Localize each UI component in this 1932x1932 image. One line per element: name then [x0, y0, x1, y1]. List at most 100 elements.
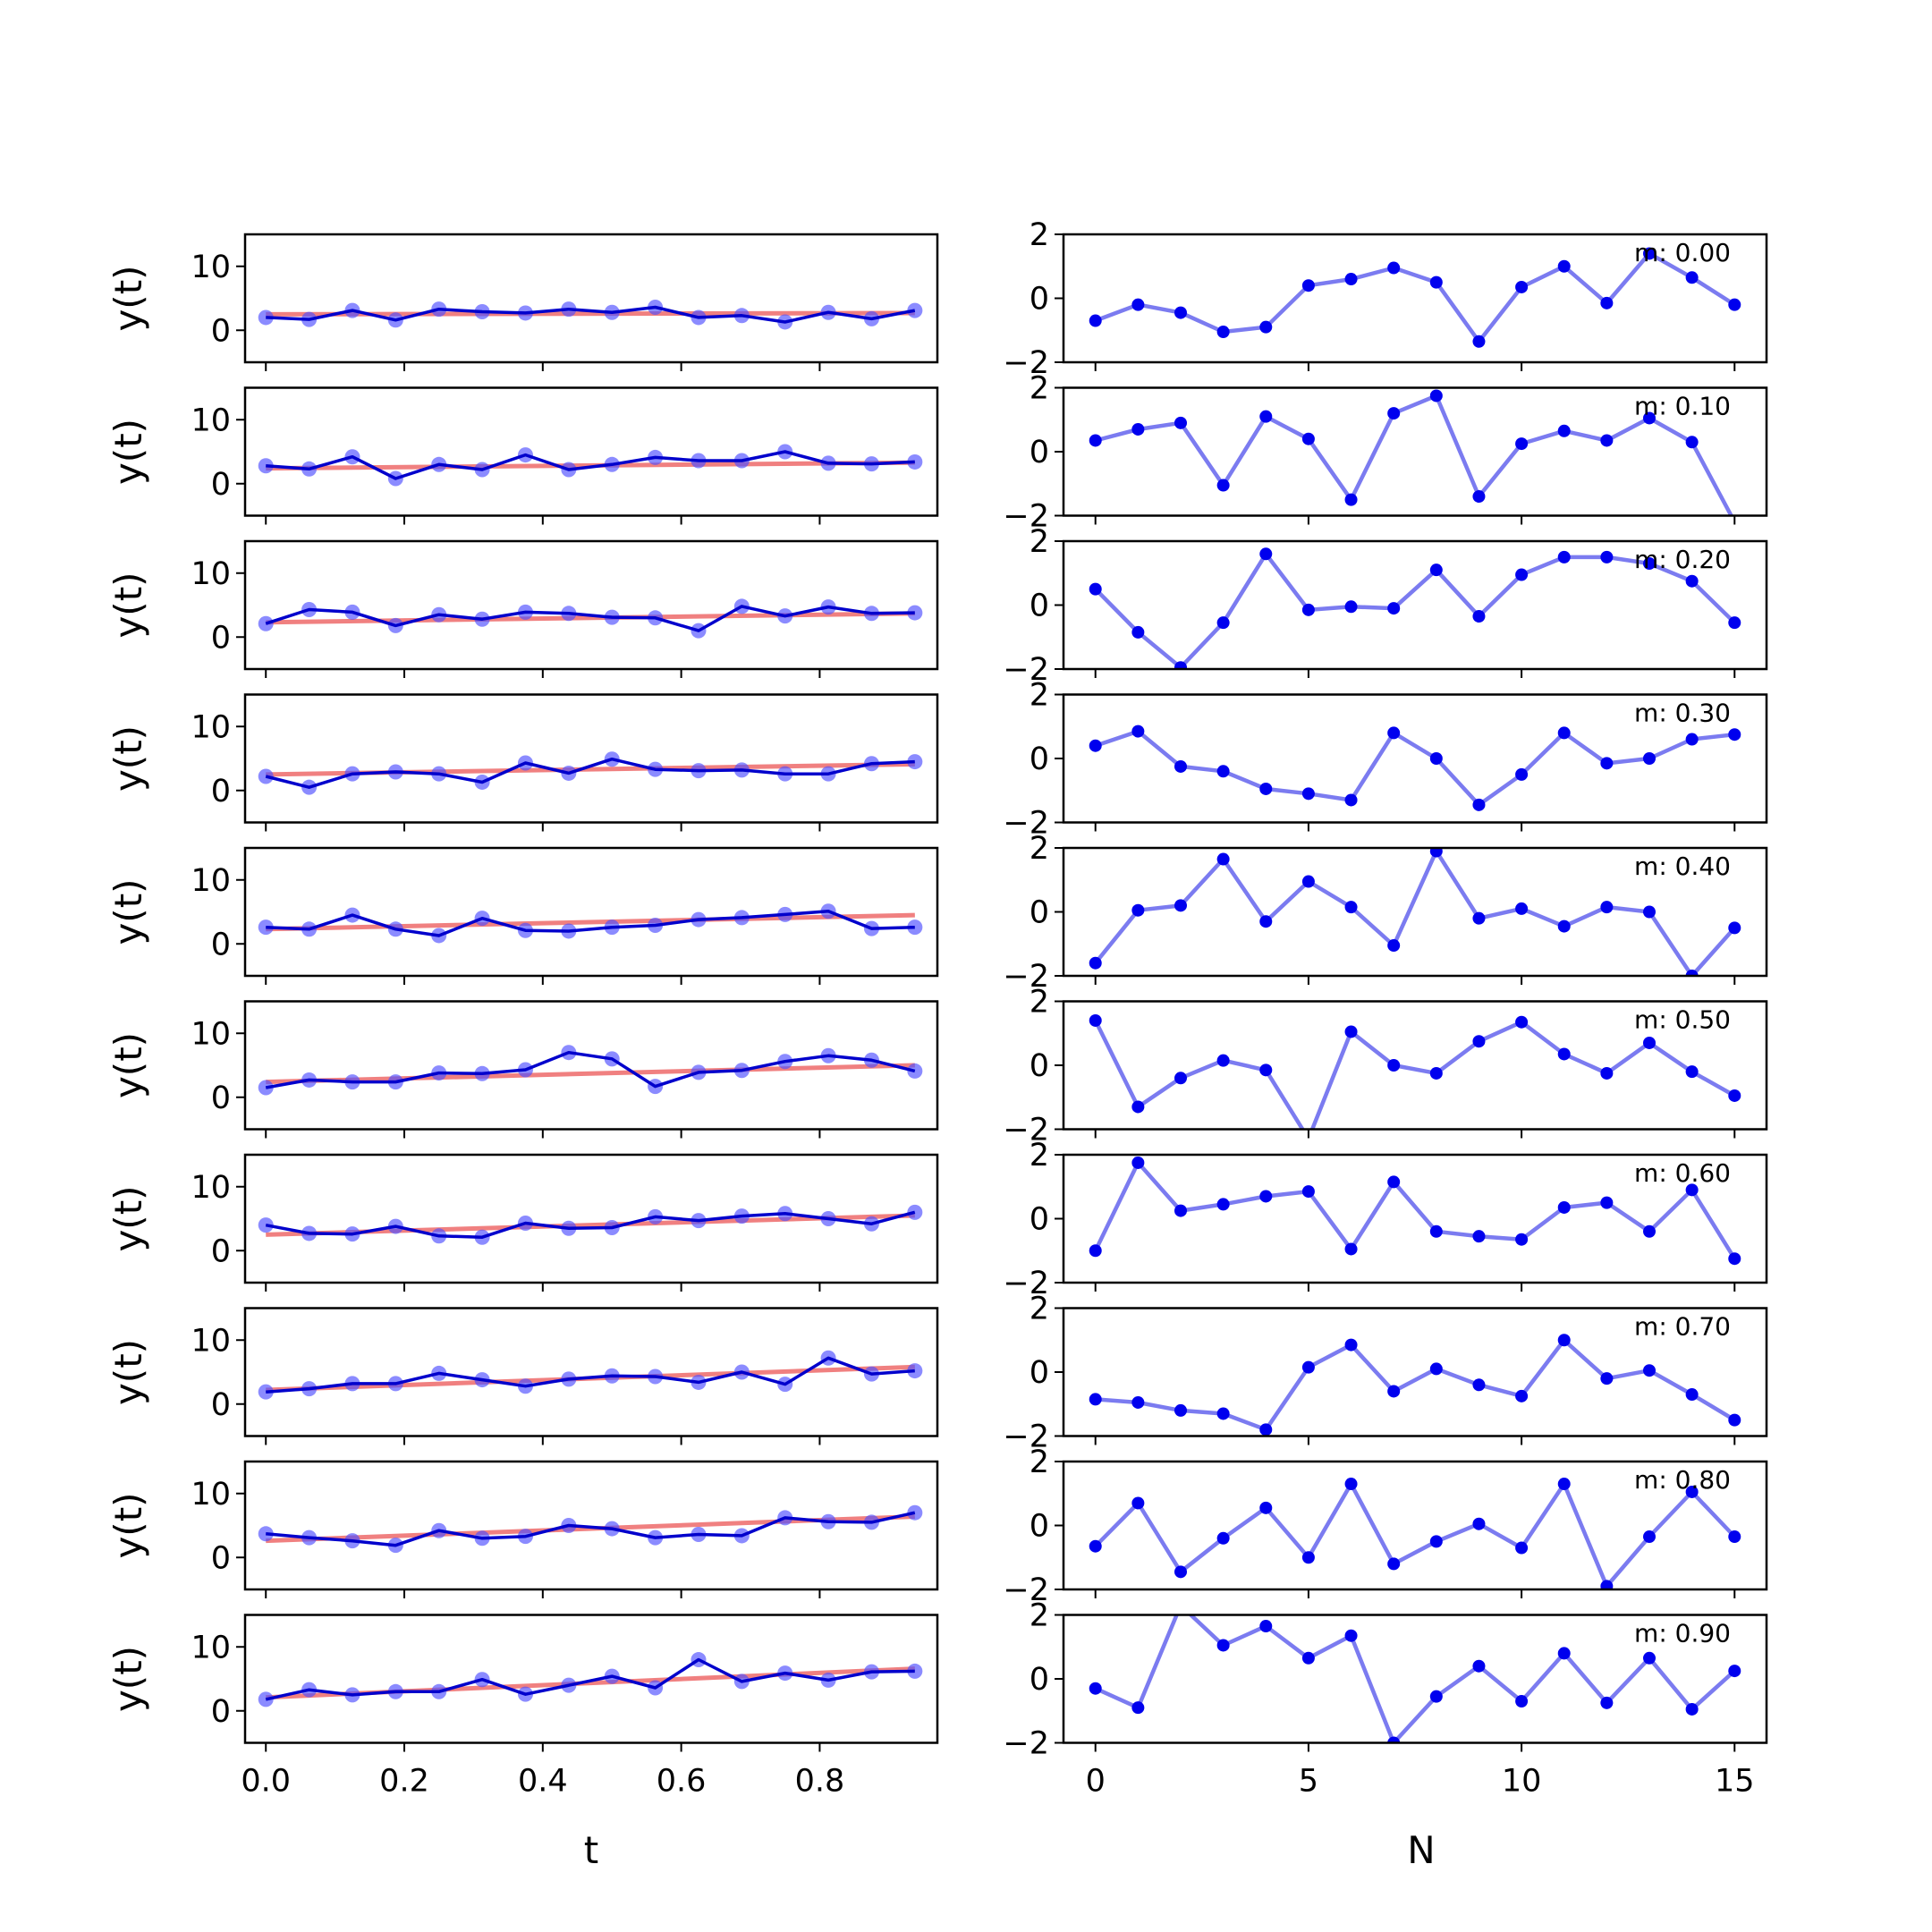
data-point	[907, 605, 923, 621]
residual-point	[1557, 726, 1571, 740]
right-y-tick-label: 0	[1030, 1662, 1049, 1698]
data-point	[907, 302, 923, 318]
left-panel-content	[258, 1045, 923, 1096]
residual-point	[1515, 280, 1529, 293]
fit-line	[266, 611, 915, 625]
residual-point	[1472, 1378, 1486, 1392]
residual-point	[1131, 625, 1145, 639]
residual-point	[1600, 1196, 1614, 1209]
left-panel: 0 10 y(t)	[106, 233, 939, 371]
residual-point	[1600, 550, 1614, 564]
right-panel-frame	[1062, 1614, 1768, 1744]
residual-point	[1216, 479, 1230, 492]
left-y-tick-label: 10	[191, 1323, 231, 1359]
residual-point	[1600, 757, 1614, 770]
residual-point	[1344, 1025, 1358, 1038]
residual-point	[1429, 752, 1443, 765]
data-series-line	[266, 305, 916, 324]
left-panel: 0 10 y(t)	[106, 1153, 939, 1292]
left-y-axis-label: y(t)	[106, 1339, 150, 1405]
right-panel: −2 0 2 m: 0.60	[1003, 1138, 1768, 1301]
data-series-line	[265, 1657, 915, 1701]
right-panel-frame	[1062, 846, 1768, 978]
residual-series-line	[1095, 1338, 1736, 1432]
residual-point	[1174, 1565, 1187, 1579]
left-x-axis-label: t	[584, 1828, 598, 1872]
residual-series-line	[1094, 1614, 1736, 1743]
residual-point	[1344, 1629, 1358, 1642]
left-x-tick-label: 0.2	[379, 1764, 429, 1800]
right-y-tick-label: 0	[1030, 741, 1049, 777]
residual-point	[1131, 1701, 1145, 1715]
right-y-tick-label: 2	[1030, 371, 1049, 407]
residual-point	[1259, 1620, 1273, 1633]
residual-point	[1301, 787, 1315, 801]
residual-panel-annotation: m: 0.60	[1634, 1158, 1731, 1188]
residual-point	[1387, 1385, 1401, 1398]
residual-point	[1131, 1496, 1145, 1510]
residual-point	[1728, 1413, 1741, 1427]
residual-point	[1472, 911, 1486, 925]
right-y-tick-label: 0	[1030, 1355, 1049, 1391]
left-panel: 0 10 y(t)	[106, 693, 939, 832]
left-y-tick-label: 0	[211, 313, 231, 349]
residual-point	[1301, 279, 1315, 292]
left-x-tick-label: 0.0	[241, 1764, 291, 1800]
residual-point	[1301, 1185, 1315, 1199]
residual-point	[1685, 1702, 1699, 1716]
left-y-tick-label: 0	[211, 620, 231, 656]
residual-point	[1259, 782, 1273, 795]
left-panel-content	[258, 1204, 923, 1245]
residual-point	[1429, 1224, 1443, 1238]
residual-point	[1728, 1530, 1741, 1544]
residual-point	[1089, 1539, 1102, 1553]
residual-point	[1557, 550, 1571, 564]
residual-point	[1515, 568, 1529, 581]
right-y-tick-label: −2	[1003, 499, 1049, 535]
residual-point	[1259, 915, 1273, 928]
residual-panel-annotation: m: 0.40	[1634, 852, 1731, 881]
residual-point	[1089, 1682, 1102, 1695]
right-y-tick-label: 2	[1030, 1598, 1049, 1634]
fit-line	[266, 912, 915, 932]
residual-point	[1089, 582, 1102, 596]
right-y-tick-label: 2	[1030, 678, 1049, 714]
left-x-tick-label: 0.6	[657, 1764, 707, 1800]
left-panel-content	[258, 598, 923, 639]
residual-point	[1174, 1403, 1187, 1417]
residual-point	[1089, 739, 1102, 752]
residual-point	[1643, 247, 1656, 260]
residual-point	[1089, 1013, 1102, 1027]
right-y-tick-label: 2	[1030, 1138, 1049, 1174]
right-panel-frame	[1062, 386, 1768, 517]
right-panel: −2 0 2 m: 0.30	[1003, 678, 1768, 842]
left-panel-content	[258, 751, 923, 795]
data-series-line	[266, 1356, 915, 1394]
residual-point	[1728, 298, 1741, 311]
residual-point	[1216, 1198, 1230, 1211]
right-panel-content	[1089, 1156, 1741, 1266]
residual-point	[1429, 1535, 1443, 1548]
left-y-tick-label: 10	[191, 556, 231, 592]
residual-point	[1301, 603, 1315, 616]
residual-point	[1472, 1659, 1486, 1673]
residual-point	[1557, 1200, 1571, 1214]
residual-point	[1089, 434, 1102, 447]
right-y-tick-label: −2	[1003, 806, 1049, 842]
right-panel-frame	[1062, 1307, 1768, 1437]
residual-point	[1216, 616, 1230, 630]
residual-point	[1600, 296, 1614, 309]
left-y-axis-label: y(t)	[106, 572, 150, 638]
residual-point	[1131, 1156, 1145, 1169]
residual-point	[1344, 901, 1358, 914]
data-series-line	[266, 450, 915, 480]
right-column-panels: −2 0 2 m: 0.00 −2 0 2 m: 0.10 −2 0 2 m: 0.20 −2 0 2 m: …	[1003, 217, 1768, 1800]
left-y-tick-label: 10	[191, 1016, 231, 1052]
residual-point	[1643, 557, 1656, 571]
right-y-tick-label: 2	[1030, 1292, 1049, 1327]
right-x-axis-label: N	[1407, 1828, 1435, 1872]
residual-point	[1515, 1389, 1529, 1402]
residual-point	[1557, 1047, 1571, 1061]
right-panel-content	[1089, 247, 1741, 348]
residual-point	[1089, 956, 1102, 970]
